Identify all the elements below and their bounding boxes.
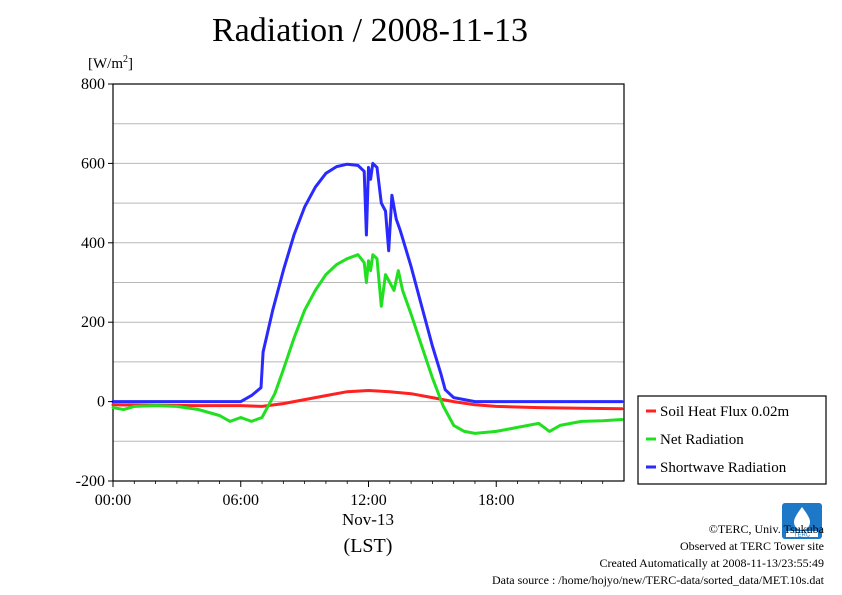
chart-title: Radiation / 2008-11-13: [211, 12, 529, 49]
x-tick-label: 00:00: [95, 492, 131, 509]
footer-observed: Observed at TERC Tower site: [679, 539, 824, 553]
y-axis-label-end: ]: [128, 56, 133, 72]
legend: Soil Heat Flux 0.02m Net Radiation Shortwa…: [637, 395, 827, 485]
legend-label: Net Radiation: [660, 432, 744, 448]
terc-logo: TERC: [782, 503, 822, 539]
grid: [113, 123, 624, 442]
x-tick-label: 18:00: [478, 492, 514, 509]
y-axis-label-sup: 2: [123, 54, 128, 65]
y-axis-label: [W/m2]: [88, 54, 133, 72]
legend-label: Soil Heat Flux 0.02m: [660, 404, 790, 420]
y-tick-label: -200: [76, 473, 105, 490]
footer-source: Data source : /home/hojyo/new/TERC-data/…: [491, 573, 824, 587]
series-lines: [111, 161, 624, 435]
series-line-net-radiation: [111, 253, 624, 435]
axes: -200 0 200 400 600 800 00:00 06:00 12:00 18:00: [76, 76, 604, 509]
y-tick-label: 600: [81, 155, 105, 172]
x-tick-label: 12:00: [350, 492, 386, 509]
footer-created: Created Automatically at 2008-11-13/23:5…: [599, 556, 824, 570]
series-line-soil-heat-flux-0-02m: [111, 389, 624, 411]
y-tick-label: 200: [81, 314, 105, 331]
logo-text: TERC: [794, 533, 811, 539]
y-axis-label-base: [W/m: [88, 56, 123, 72]
x-axis-date-label: Nov-13: [342, 510, 394, 529]
series-line-shortwave-radiation: [111, 161, 624, 404]
legend-box: [637, 395, 827, 485]
x-tick-label: 06:00: [223, 492, 259, 509]
x-axis-unit-label: (LST): [344, 535, 393, 557]
y-tick-label: 400: [81, 235, 105, 252]
legend-label: Shortwave Radiation: [660, 460, 787, 476]
y-tick-label: 0: [97, 394, 105, 411]
y-tick-label: 800: [81, 76, 105, 93]
footer-copyright: ©TERC, Univ. Tsukuba: [708, 522, 824, 536]
